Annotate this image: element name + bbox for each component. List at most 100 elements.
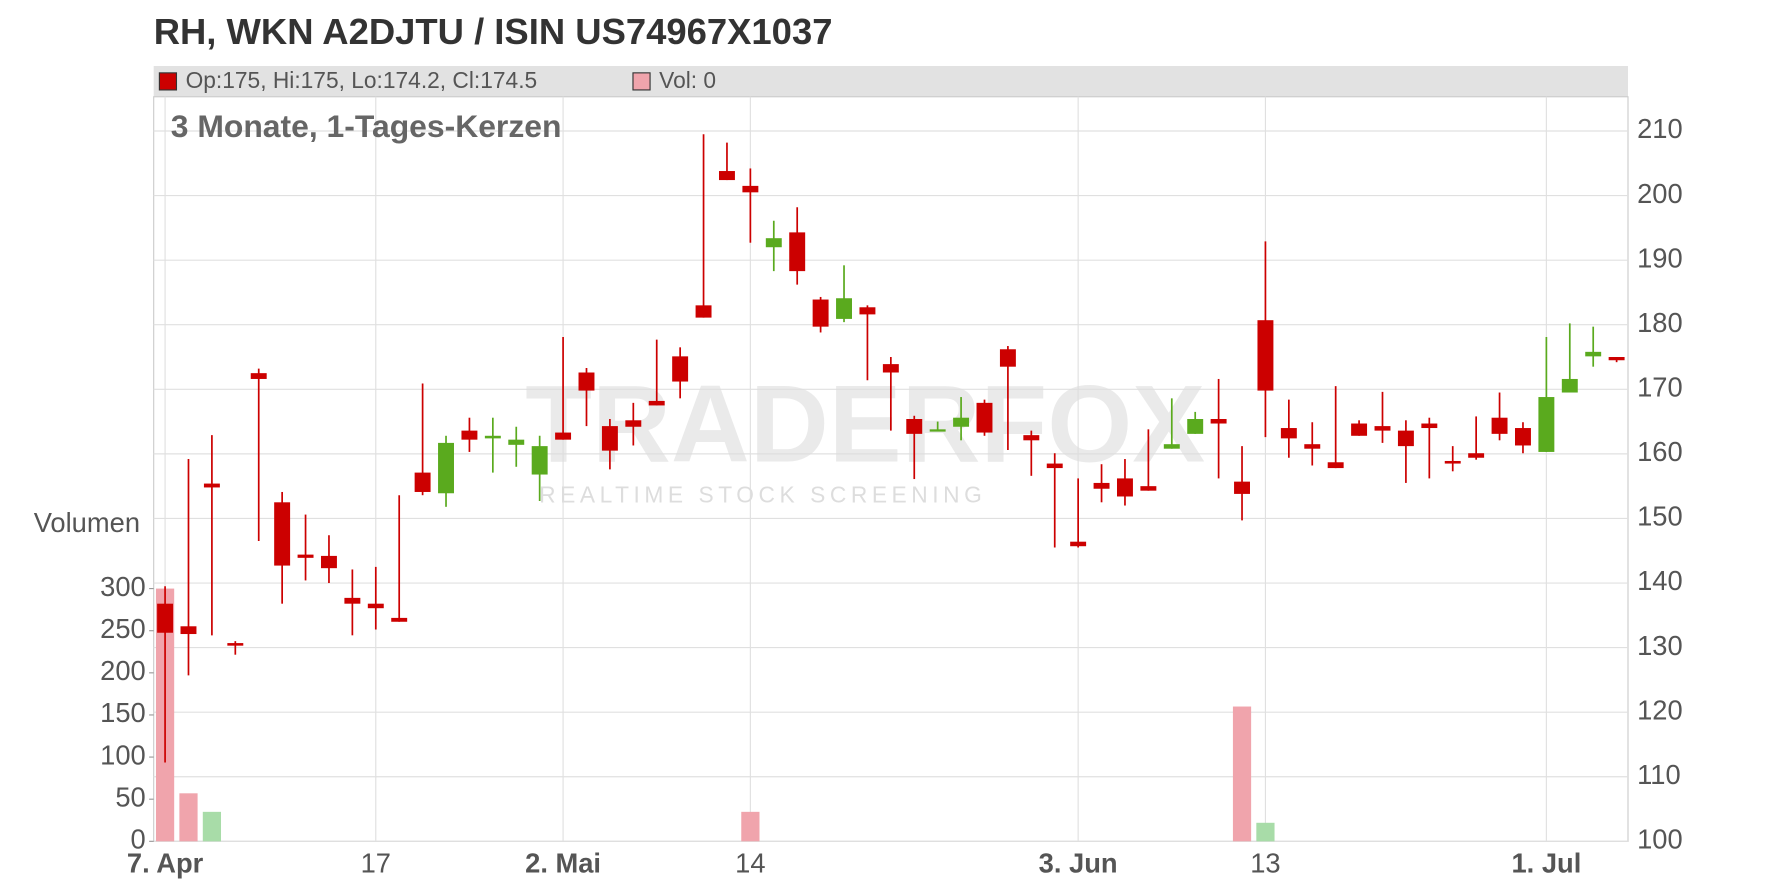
y-tick-label: 200 [1637, 178, 1683, 209]
candle-body [999, 349, 1016, 367]
candle-body [203, 483, 220, 488]
candle-body [484, 435, 501, 439]
candle-body [1234, 481, 1250, 494]
legend-icon [158, 72, 178, 91]
candle-body [1187, 419, 1204, 434]
candle-body [625, 420, 642, 427]
candle-body [320, 555, 337, 569]
candle-body [1608, 357, 1625, 361]
y-tick-label: 190 [1637, 242, 1683, 273]
legend-icon [632, 72, 651, 91]
candle-body [578, 372, 595, 391]
candle-body [1116, 478, 1133, 497]
volume-tick-label: 300 [100, 571, 146, 602]
x-tick-label: 3. Jun [1039, 847, 1118, 878]
y-tick-label: 210 [1637, 113, 1683, 144]
volume-bar [1256, 822, 1275, 842]
volume-bar [179, 793, 198, 842]
x-tick-label: 14 [735, 847, 765, 878]
legend-bar [153, 66, 1629, 97]
candle-body [1351, 423, 1368, 436]
candle-body [789, 232, 806, 272]
candle-body [1304, 444, 1321, 449]
candle-body [1444, 460, 1461, 464]
candle-body [227, 643, 244, 646]
volume-bar [741, 811, 760, 842]
watermark-sub: REALTIME STOCK SCREENING [539, 481, 986, 507]
candle-body [742, 185, 759, 193]
x-tick-label: 2. Mai [525, 847, 601, 878]
candle-body [929, 429, 946, 432]
candle-body [601, 426, 618, 451]
x-tick-label: 1. Jul [1511, 847, 1581, 878]
candle-body [765, 238, 782, 248]
candle-body [414, 472, 431, 492]
y-tick-label: 100 [1637, 824, 1683, 855]
candle-body [1210, 419, 1227, 424]
candle-body [297, 554, 314, 558]
candle-body [906, 419, 923, 434]
candle-body [718, 171, 735, 181]
candle-body [1093, 482, 1110, 489]
volume-bar [1232, 706, 1252, 842]
candle-body [672, 356, 689, 382]
candle-body [1468, 453, 1485, 458]
candle-body [1397, 430, 1414, 447]
candle-body [1585, 351, 1602, 357]
candle-body [812, 299, 829, 327]
volume-axis-label: Volumen [34, 507, 140, 538]
candle-body [555, 432, 572, 440]
candle-body [859, 307, 876, 315]
candle-body [695, 305, 712, 318]
y-tick-label: 120 [1637, 694, 1683, 725]
chart-title: RH, WKN A2DJTU / ISIN US74967X1037 [154, 11, 833, 52]
subtitle: 3 Monate, 1-Tages-Kerzen [171, 108, 562, 144]
candle-body [1561, 378, 1578, 393]
candle-body [274, 502, 291, 566]
candle-body [882, 364, 899, 373]
y-tick-label: 160 [1637, 436, 1683, 467]
candle-body [1538, 397, 1555, 452]
candle-body [344, 597, 361, 604]
candle-body [1140, 486, 1157, 491]
candle-body [1070, 541, 1087, 547]
candle-body [1046, 463, 1063, 469]
candle-body [250, 373, 267, 379]
candle-body [1280, 428, 1297, 439]
volume-tick-label: 50 [115, 781, 145, 812]
y-tick-label: 110 [1637, 759, 1681, 790]
candle-body [531, 446, 548, 475]
candle-body [1257, 320, 1274, 391]
candle-body [1514, 428, 1531, 446]
volume-tick-label: 0 [131, 824, 146, 855]
volume-tick-label: 200 [100, 655, 146, 686]
candle-body [508, 439, 525, 445]
candle-body [1491, 417, 1508, 434]
y-tick-label: 130 [1637, 630, 1683, 661]
x-tick-label: 17 [361, 847, 391, 878]
legend-volume: Vol: 0 [659, 67, 716, 93]
candle-body [976, 402, 993, 433]
candle-body [180, 626, 197, 635]
x-tick-label: 13 [1250, 847, 1280, 878]
volume-tick-label: 150 [100, 697, 146, 728]
candle-body [391, 617, 408, 622]
candle-body [461, 430, 478, 440]
candle-body [1163, 444, 1180, 449]
candle-body [1374, 426, 1391, 431]
x-tick-label: 7. Apr [127, 847, 204, 878]
candle-body [1327, 462, 1344, 469]
candle-body [1421, 423, 1438, 429]
candle-body [438, 442, 454, 494]
legend-price: Op:175, Hi:175, Lo:174.2, Cl:174.5 [186, 67, 538, 93]
y-tick-label: 180 [1637, 307, 1683, 338]
y-tick-label: 170 [1637, 372, 1683, 403]
candle-body [367, 603, 384, 609]
candle-body [157, 603, 174, 633]
candle-body [1023, 435, 1040, 441]
y-tick-label: 140 [1637, 565, 1683, 596]
volume-bar [202, 811, 222, 842]
